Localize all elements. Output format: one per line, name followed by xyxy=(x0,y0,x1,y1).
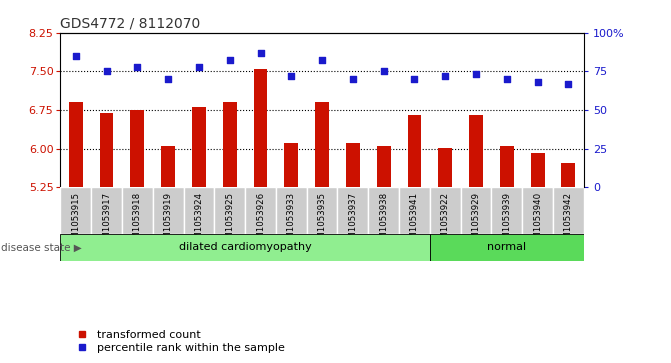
Point xyxy=(470,72,481,77)
Text: GSM1053935: GSM1053935 xyxy=(317,192,327,250)
Point xyxy=(348,76,358,82)
Bar xyxy=(214,187,245,233)
Point xyxy=(193,64,204,70)
Bar xyxy=(338,187,368,233)
Text: GSM1053942: GSM1053942 xyxy=(564,192,573,250)
Bar xyxy=(553,187,584,233)
Text: GSM1053933: GSM1053933 xyxy=(287,192,296,250)
Bar xyxy=(285,143,298,187)
Text: GSM1053940: GSM1053940 xyxy=(533,192,542,250)
Bar xyxy=(531,153,544,187)
Text: GSM1053929: GSM1053929 xyxy=(472,192,480,250)
Bar xyxy=(376,146,391,187)
Point xyxy=(409,76,420,82)
Bar xyxy=(99,113,113,187)
Text: GSM1053915: GSM1053915 xyxy=(71,192,81,250)
Bar xyxy=(91,187,122,233)
Bar xyxy=(522,187,553,233)
Point xyxy=(132,64,143,70)
Point xyxy=(501,76,512,82)
Bar xyxy=(184,187,214,233)
Text: GSM1053941: GSM1053941 xyxy=(410,192,419,250)
Bar xyxy=(307,187,338,233)
Text: dilated cardiomyopathy: dilated cardiomyopathy xyxy=(178,242,311,252)
Bar xyxy=(153,187,184,233)
Bar xyxy=(60,233,430,261)
Point xyxy=(101,68,112,74)
Point xyxy=(255,50,266,56)
Bar xyxy=(438,147,452,187)
Bar xyxy=(346,143,360,187)
Text: GSM1053926: GSM1053926 xyxy=(256,192,265,250)
Point xyxy=(317,58,327,64)
Text: GSM1053937: GSM1053937 xyxy=(348,192,358,250)
Point xyxy=(378,68,389,74)
Bar xyxy=(430,187,460,233)
Bar xyxy=(315,102,329,187)
Text: GSM1053917: GSM1053917 xyxy=(102,192,111,250)
Point xyxy=(163,76,174,82)
Text: disease state ▶: disease state ▶ xyxy=(1,242,81,252)
Point xyxy=(532,79,543,85)
Point xyxy=(70,53,81,59)
Bar xyxy=(192,107,206,187)
Bar xyxy=(368,187,399,233)
Text: GSM1053924: GSM1053924 xyxy=(195,192,203,250)
Bar xyxy=(69,102,83,187)
Legend: transformed count, percentile rank within the sample: transformed count, percentile rank withi… xyxy=(66,325,289,358)
Bar xyxy=(460,187,491,233)
Bar xyxy=(276,187,307,233)
Text: GSM1053939: GSM1053939 xyxy=(503,192,511,250)
Bar xyxy=(469,115,483,187)
Text: GSM1053922: GSM1053922 xyxy=(441,192,450,250)
Bar xyxy=(130,110,144,187)
Point xyxy=(224,58,235,64)
Bar xyxy=(430,233,584,261)
Point xyxy=(440,73,451,79)
Bar xyxy=(60,187,91,233)
Text: GSM1053925: GSM1053925 xyxy=(225,192,234,250)
Text: GSM1053938: GSM1053938 xyxy=(379,192,388,250)
Bar xyxy=(254,69,268,187)
Bar xyxy=(399,187,430,233)
Text: GSM1053919: GSM1053919 xyxy=(164,192,172,250)
Text: GDS4772 / 8112070: GDS4772 / 8112070 xyxy=(60,16,201,30)
Bar xyxy=(245,187,276,233)
Bar xyxy=(562,163,575,187)
Bar xyxy=(407,115,421,187)
Bar xyxy=(500,146,514,187)
Text: normal: normal xyxy=(487,242,526,252)
Bar xyxy=(223,102,237,187)
Bar xyxy=(491,187,522,233)
Bar xyxy=(122,187,153,233)
Bar xyxy=(161,146,175,187)
Point xyxy=(286,73,297,79)
Point xyxy=(563,81,574,86)
Text: GSM1053918: GSM1053918 xyxy=(133,192,142,250)
